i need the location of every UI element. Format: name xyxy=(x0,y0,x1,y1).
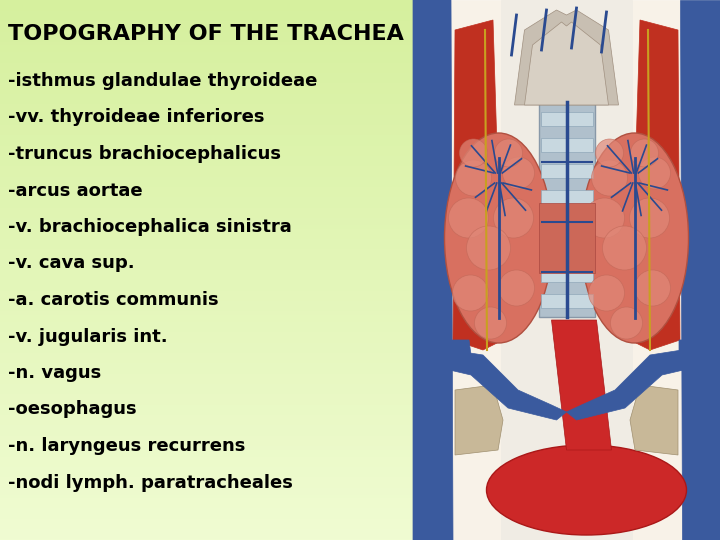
Text: -a. carotis communis: -a. carotis communis xyxy=(8,291,219,309)
Ellipse shape xyxy=(634,270,670,306)
Ellipse shape xyxy=(611,307,642,339)
Text: -vv. thyroideae inferiores: -vv. thyroideae inferiores xyxy=(8,109,264,126)
Text: -v. brachiocephalica sinistra: -v. brachiocephalica sinistra xyxy=(8,218,292,236)
Text: -arcus aortae: -arcus aortae xyxy=(8,181,143,199)
Ellipse shape xyxy=(639,157,670,189)
Text: -nodi lymph. paratracheales: -nodi lymph. paratracheales xyxy=(8,474,293,491)
Ellipse shape xyxy=(585,198,624,238)
Polygon shape xyxy=(441,350,567,420)
Ellipse shape xyxy=(452,275,488,311)
Polygon shape xyxy=(448,340,473,370)
Polygon shape xyxy=(541,216,593,230)
Ellipse shape xyxy=(487,445,686,535)
Polygon shape xyxy=(541,138,593,152)
Polygon shape xyxy=(501,0,632,540)
Text: -isthmus glandulae thyroideae: -isthmus glandulae thyroideae xyxy=(8,72,318,90)
Ellipse shape xyxy=(580,133,688,343)
Polygon shape xyxy=(630,20,680,350)
Polygon shape xyxy=(541,112,593,126)
Ellipse shape xyxy=(444,133,552,343)
Ellipse shape xyxy=(456,160,492,196)
Ellipse shape xyxy=(474,307,506,339)
Polygon shape xyxy=(567,350,692,420)
Polygon shape xyxy=(680,0,720,540)
Text: -v. jugularis int.: -v. jugularis int. xyxy=(8,327,168,346)
Polygon shape xyxy=(455,385,503,455)
Text: -n. laryngeus recurrens: -n. laryngeus recurrens xyxy=(8,437,246,455)
Ellipse shape xyxy=(493,198,534,238)
Polygon shape xyxy=(413,0,453,540)
Polygon shape xyxy=(630,385,678,455)
Polygon shape xyxy=(539,203,595,273)
Text: -n. vagus: -n. vagus xyxy=(8,364,102,382)
Polygon shape xyxy=(413,0,720,540)
Text: -oesophagus: -oesophagus xyxy=(8,401,137,418)
Ellipse shape xyxy=(588,275,624,311)
Ellipse shape xyxy=(459,139,487,167)
Ellipse shape xyxy=(631,139,659,167)
Polygon shape xyxy=(453,20,503,350)
Polygon shape xyxy=(524,22,608,105)
Polygon shape xyxy=(541,268,593,282)
Text: -v. cava sup.: -v. cava sup. xyxy=(8,254,135,273)
Ellipse shape xyxy=(592,160,628,196)
Ellipse shape xyxy=(467,226,510,270)
Text: -truncus brachiocephalicus: -truncus brachiocephalicus xyxy=(8,145,281,163)
Polygon shape xyxy=(515,10,618,105)
Polygon shape xyxy=(552,320,611,450)
Ellipse shape xyxy=(503,157,534,189)
Ellipse shape xyxy=(449,198,488,238)
Polygon shape xyxy=(539,102,595,317)
Text: TOPOGRAPHY OF THE TRACHEA: TOPOGRAPHY OF THE TRACHEA xyxy=(8,24,404,44)
Ellipse shape xyxy=(629,198,670,238)
Polygon shape xyxy=(541,164,593,178)
Polygon shape xyxy=(541,190,593,204)
Ellipse shape xyxy=(498,270,534,306)
Ellipse shape xyxy=(495,139,523,167)
Polygon shape xyxy=(541,294,593,308)
Ellipse shape xyxy=(603,226,647,270)
Polygon shape xyxy=(679,340,704,370)
Polygon shape xyxy=(541,242,593,256)
Ellipse shape xyxy=(595,139,624,167)
